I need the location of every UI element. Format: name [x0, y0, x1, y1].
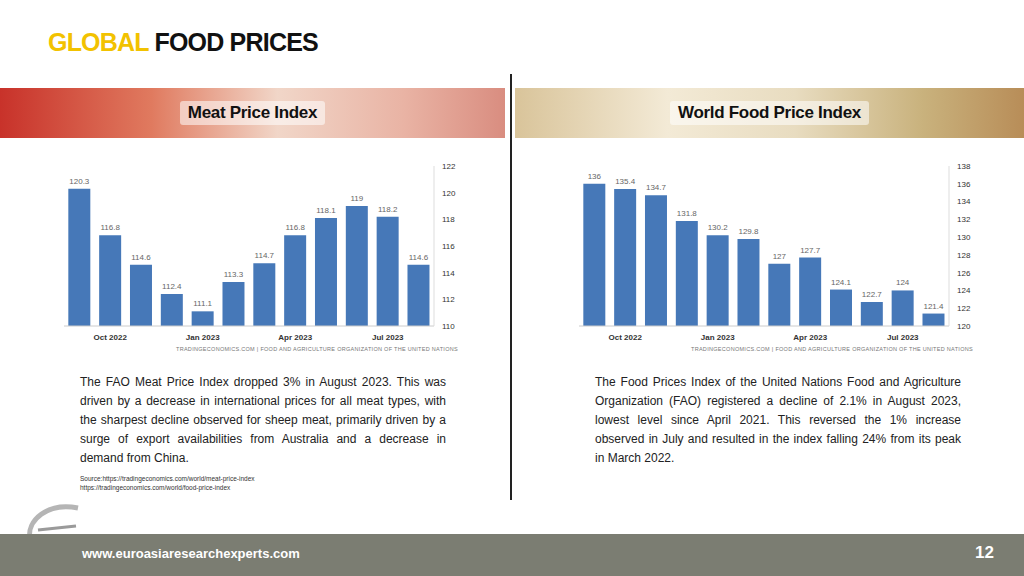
- html-text:The FAO Meat Price Index dropp: The FAO Meat Price Index dropped 3% in A…: [80, 375, 446, 465]
- svg-text:114.6: 114.6: [409, 253, 429, 262]
- svg-text:134: 134: [957, 197, 971, 206]
- svg-text:110: 110: [442, 322, 455, 331]
- svg-text:112.4: 112.4: [162, 282, 182, 291]
- svg-text:114: 114: [442, 269, 455, 278]
- svg-text:124: 124: [957, 286, 971, 295]
- svg-text:120: 120: [442, 189, 456, 198]
- svg-text:116: 116: [442, 242, 455, 251]
- svg-text:120.3: 120.3: [69, 177, 90, 186]
- svg-text:126: 126: [957, 269, 971, 278]
- svg-text:118.1: 118.1: [316, 206, 336, 215]
- svg-text:136: 136: [588, 172, 602, 181]
- svg-text:130.2: 130.2: [708, 223, 729, 232]
- svg-text:111.1: 111.1: [193, 299, 212, 308]
- svg-text:136: 136: [957, 180, 971, 189]
- svg-text:127: 127: [773, 252, 787, 261]
- svg-text:122.7: 122.7: [862, 290, 883, 299]
- svg-text:Apr 2023: Apr 2023: [793, 333, 827, 342]
- svg-text:Oct 2022: Oct 2022: [94, 333, 128, 342]
- svg-text:119: 119: [350, 194, 363, 203]
- svg-text:Jan 2023: Jan 2023: [186, 333, 220, 342]
- svg-text:131.8: 131.8: [677, 209, 698, 218]
- svg-text:Jul 2023: Jul 2023: [887, 333, 919, 342]
- svg-text:114.6: 114.6: [131, 253, 151, 262]
- html-text:GLOBAL FOOD PRICES: GLOBAL FOOD PRICES: [48, 28, 318, 56]
- html-text:TRADINGECONOMICS.COM | FOOD AN: TRADINGECONOMICS.COM | FOOD AND AGRICULT…: [176, 346, 458, 352]
- svg-text:138: 138: [957, 162, 971, 171]
- html-text:TRADINGECONOMICS.COM | FOOD AN: TRADINGECONOMICS.COM | FOOD AND AGRICULT…: [691, 346, 973, 352]
- svg-text:116.8: 116.8: [285, 223, 305, 232]
- svg-text:114.7: 114.7: [255, 251, 275, 260]
- html-text:https://tradingeconomics.com/w: https://tradingeconomics.com/world/food-…: [80, 484, 231, 491]
- svg-text:Oct 2022: Oct 2022: [609, 333, 643, 342]
- svg-text:124.1: 124.1: [831, 278, 852, 287]
- svg-text:130: 130: [957, 233, 971, 242]
- svg-text:132: 132: [957, 215, 971, 224]
- html-text:Meat Price Index: Meat Price Index: [187, 103, 318, 122]
- html-text:Source:https://tradingeconomic: Source:https://tradingeconomics.com/worl…: [80, 475, 255, 482]
- html-text:12: 12: [975, 543, 994, 562]
- svg-text:Apr 2023: Apr 2023: [278, 333, 312, 342]
- svg-text:121.4: 121.4: [923, 302, 944, 311]
- html-text:World Food Price Index: World Food Price Index: [678, 103, 861, 122]
- svg-text:Jul 2023: Jul 2023: [372, 333, 404, 342]
- svg-text:127.7: 127.7: [800, 246, 821, 255]
- svg-text:128: 128: [957, 251, 971, 260]
- svg-text:129.8: 129.8: [738, 227, 759, 236]
- svg-text:118: 118: [442, 215, 455, 224]
- svg-text:120: 120: [957, 322, 971, 331]
- html-text:www.euroasiaresearchexperts.co: www.euroasiaresearchexperts.com: [82, 546, 300, 561]
- svg-text:Jan 2023: Jan 2023: [701, 333, 735, 342]
- svg-text:134.7: 134.7: [646, 183, 667, 192]
- svg-text:113.3: 113.3: [224, 270, 244, 279]
- svg-text:122: 122: [957, 304, 971, 313]
- svg-text:122: 122: [442, 162, 456, 171]
- svg-text:124: 124: [896, 278, 910, 287]
- svg-text:135.4: 135.4: [615, 177, 636, 186]
- svg-text:116.8: 116.8: [100, 223, 120, 232]
- html-text:The Food Prices Index of the U: The Food Prices Index of the United Nati…: [595, 375, 961, 465]
- svg-text:112: 112: [442, 295, 455, 304]
- svg-text:118.2: 118.2: [378, 205, 398, 214]
